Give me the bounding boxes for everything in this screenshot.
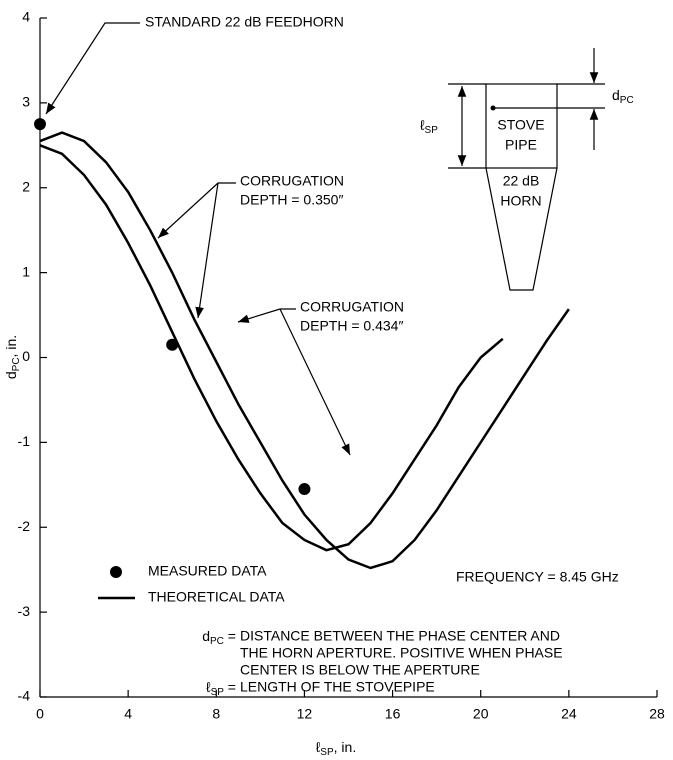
arrow (45, 22, 140, 115)
note-sym-sub: SP (211, 687, 225, 698)
arrow (195, 182, 219, 319)
x-tick-label: 24 (561, 706, 577, 722)
arrow (279, 308, 351, 456)
inset-label: HORN (500, 193, 541, 209)
theory-curve (39, 144, 504, 552)
y-tick-label: 1 (22, 263, 30, 279)
y-tick-label: -4 (18, 688, 31, 704)
horn (485, 167, 558, 291)
y-tick-label: 4 (22, 9, 30, 25)
x-axis-label: ℓSP, in. (316, 739, 356, 758)
note-symbol: ℓSP = (206, 679, 236, 698)
inset-sym-sub: PC (620, 95, 634, 106)
measured-point (298, 483, 311, 496)
inset-label: STOVE (497, 117, 544, 133)
y-axis-label: dPC, in. (3, 335, 22, 379)
x-tick-label: 0 (36, 706, 44, 722)
y-tick-label: -1 (18, 433, 31, 449)
y-label-sub: PC (11, 357, 22, 371)
note: DISTANCE BETWEEN THE PHASE CENTER AND (240, 628, 560, 644)
annotation: CORRUGATION (300, 299, 404, 315)
y-label-main: d (3, 371, 19, 379)
x-label-main: ℓ (316, 739, 321, 755)
note: THE HORN APERTURE. POSITIVE WHEN PHASE (240, 645, 563, 661)
annotation: DEPTH = 0.434″ (300, 318, 403, 334)
note-sym-sub: PC (210, 636, 224, 647)
note-sym-main: d (202, 628, 210, 644)
x-tick-label: 4 (124, 706, 132, 722)
y-tick-label: -3 (18, 603, 31, 619)
inset-label: ℓSP (420, 117, 438, 136)
theory-curve (39, 131, 570, 570)
measured-point (166, 338, 179, 351)
annotation: CORRUGATION (240, 173, 344, 189)
annotation: STANDARD 22 dB FEEDHORN (145, 14, 344, 30)
inset-label: 22 dB (503, 173, 540, 189)
x-label-rest: , in. (334, 739, 357, 755)
note-sym-rest: = (224, 628, 236, 644)
x-tick-label: 16 (385, 706, 401, 722)
arrow (237, 308, 296, 323)
y-label-rest: , in. (3, 335, 19, 358)
note-sym-main: ℓ (206, 679, 211, 695)
x-label-sub: SP (320, 747, 334, 758)
annotation: DEPTH = 0.350″ (240, 192, 343, 208)
x-tick-label: 8 (212, 706, 220, 722)
arrow (157, 182, 236, 239)
note-symbol: dPC = (202, 628, 236, 647)
y-tick-label: 3 (22, 94, 30, 110)
note: CENTER IS BELOW THE APERTURE (240, 662, 480, 678)
stovepipe (485, 83, 558, 169)
x-tick-label: 28 (649, 706, 665, 722)
inset-sym-main: d (612, 87, 620, 103)
note: LENGTH OF THE STOVEPIPE (240, 679, 435, 695)
inset-diagram: STOVE PIPE 22 dB HORN ℓSP dPC (420, 48, 634, 291)
y-tick-label: -2 (18, 518, 31, 534)
y-tick-label: 0 (22, 348, 30, 364)
legend-label: THEORETICAL DATA (148, 589, 285, 605)
annotation: FREQUENCY = 8.45 GHz (456, 569, 619, 585)
inset-label: dPC (612, 87, 634, 106)
measured-point (34, 118, 46, 131)
legend-label: MEASURED DATA (148, 563, 267, 579)
inset-sym-main: ℓ (420, 117, 425, 133)
x-tick-label: 20 (473, 706, 489, 722)
note-sym-rest: = (224, 679, 236, 695)
x-tick-label: 12 (297, 706, 313, 722)
y-tick-label: 2 (22, 178, 30, 194)
inset-sym-sub: SP (425, 125, 439, 136)
inset-label: PIPE (505, 137, 537, 153)
legend-marker (110, 566, 122, 578)
